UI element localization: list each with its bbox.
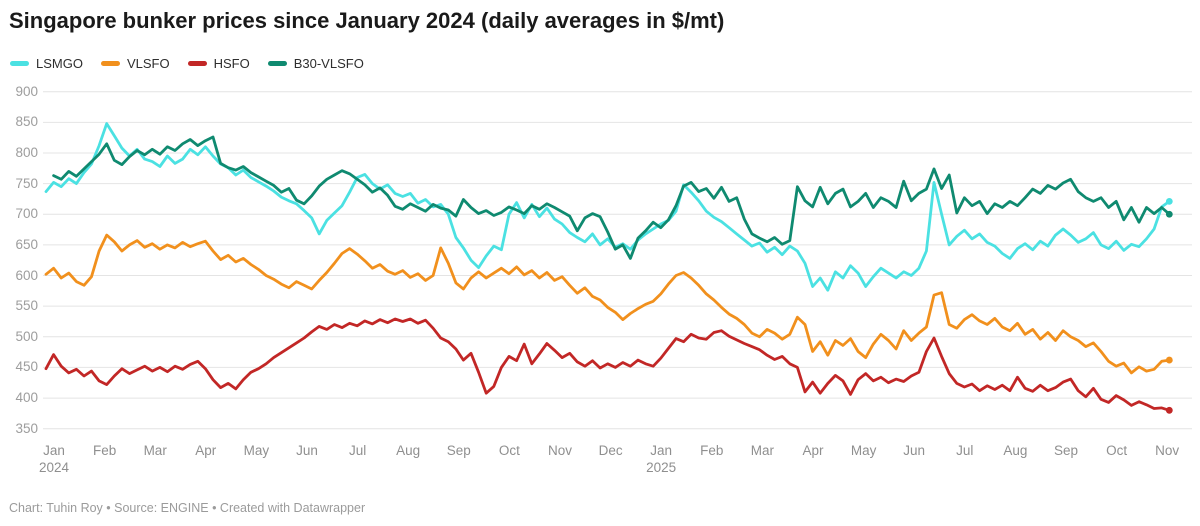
legend-label: VLSFO: [126, 56, 170, 71]
y-tick-label-750: 750: [15, 175, 38, 191]
legend: LSMGO VLSFO HSFO B30-VLSFO: [10, 56, 364, 71]
series-end-dot-lsmgo: [1165, 197, 1173, 205]
x-year-label-2024: 2024: [38, 460, 70, 475]
series-end-dot-b30-vlsfo: [1165, 210, 1173, 218]
y-tick-label-350: 350: [15, 420, 38, 436]
x-tick-label-jul: Jul: [956, 443, 974, 458]
x-tick-label-sep: Sep: [1053, 443, 1079, 458]
legend-item-vlsfo: VLSFO: [100, 56, 170, 71]
legend-item-hsfo: HSFO: [187, 56, 250, 71]
x-tick-label-feb: Feb: [700, 443, 724, 458]
x-tick-label-oct: Oct: [1106, 443, 1128, 458]
x-tick-label-apr: Apr: [802, 443, 824, 458]
legend-item-b30-vlsfo: B30-VLSFO: [267, 56, 364, 71]
x-tick-label-feb: Feb: [92, 443, 117, 458]
y-tick-label-400: 400: [15, 390, 38, 406]
y-tick-label-800: 800: [15, 144, 38, 160]
y-tick-label-650: 650: [15, 236, 38, 252]
chart-footer: Chart: Tuhin Roy • Source: ENGINE • Crea…: [9, 501, 366, 515]
legend-item-lsmgo: LSMGO: [10, 56, 83, 71]
x-tick-label-jan-2025: Jan: [650, 443, 673, 458]
legend-swatch-icon: [267, 61, 287, 66]
x-tick-label-aug: Aug: [396, 443, 421, 458]
x-tick-label-jun: Jun: [903, 443, 926, 458]
x-tick-label-nov: Nov: [547, 443, 572, 458]
y-tick-label-700: 700: [15, 206, 38, 222]
x-tick-label-mar: Mar: [143, 443, 167, 458]
y-tick-label-900: 900: [15, 83, 38, 99]
x-tick-label-oct: Oct: [498, 443, 520, 458]
x-tick-label-jun: Jun: [296, 443, 318, 458]
legend-swatch-icon: [10, 61, 29, 66]
y-tick-label-850: 850: [15, 114, 38, 130]
legend-swatch-icon: [187, 61, 207, 66]
x-tick-label-may: May: [243, 443, 270, 458]
legend-label: HSFO: [213, 56, 250, 71]
x-tick-label-apr: Apr: [195, 443, 217, 458]
y-tick-label-450: 450: [15, 359, 38, 375]
legend-swatch-icon: [100, 61, 120, 66]
y-tick-label-550: 550: [15, 298, 38, 314]
series-end-dot-vlsfo: [1165, 356, 1173, 364]
x-tick-label-sep: Sep: [446, 443, 471, 458]
chart-title: Singapore bunker prices since January 20…: [9, 8, 725, 33]
legend-label: B30-VLSFO: [293, 56, 364, 71]
x-tick-label-aug: Aug: [1003, 443, 1028, 458]
series-line-vlsfo: [44, 233, 1171, 375]
x-tick-label-dec: Dec: [598, 443, 623, 458]
x-tick-label-nov: Nov: [1155, 443, 1180, 458]
series-line-b30-vlsfo: [52, 135, 1171, 260]
x-tick-label-may: May: [850, 443, 877, 458]
x-tick-label-jul: Jul: [348, 443, 367, 458]
y-tick-label-600: 600: [15, 267, 38, 283]
legend-label: LSMGO: [36, 56, 83, 71]
x-year-label-2025: 2025: [646, 460, 677, 475]
x-tick-label-mar: Mar: [750, 443, 775, 458]
series-line-lsmgo: [44, 122, 1171, 292]
series-end-dot-hsfo: [1165, 406, 1173, 414]
x-tick-label-jan-2024: Jan: [43, 443, 65, 458]
series-line-hsfo: [44, 317, 1171, 412]
y-tick-label-500: 500: [15, 328, 38, 344]
